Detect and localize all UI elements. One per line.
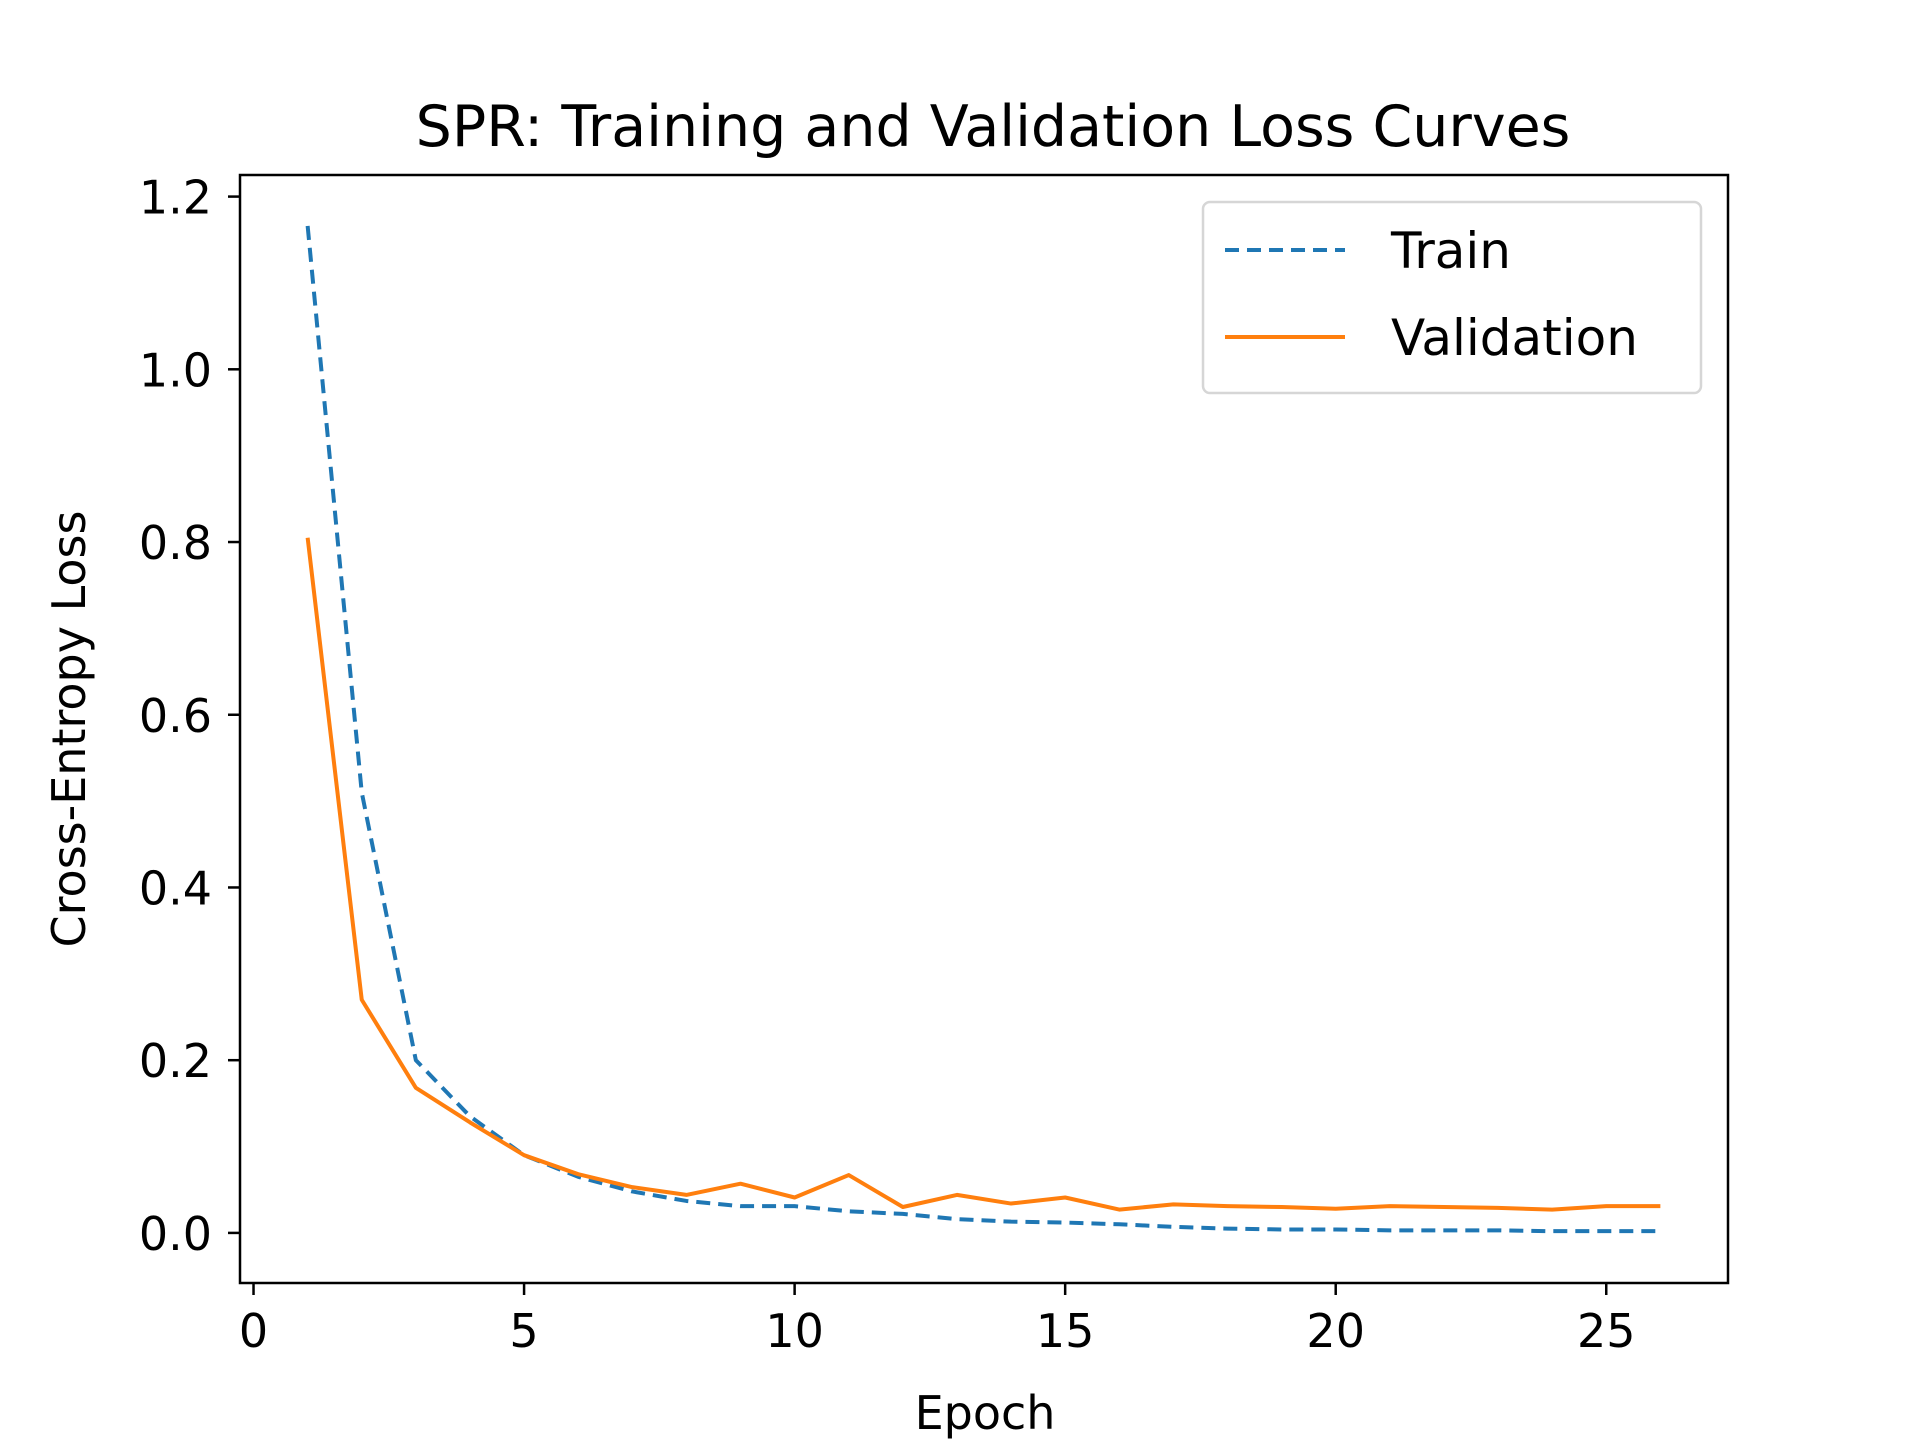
y-tick-label: 0.4: [139, 861, 212, 915]
legend-validation-label: Validation: [1391, 309, 1638, 367]
x-tick-label: 10: [765, 1304, 824, 1358]
x-tick-label: 15: [1036, 1304, 1095, 1358]
y-tick-label: 0.0: [139, 1207, 212, 1261]
y-axis-ticks: 0.0 0.2 0.4 0.6 0.8 1.0 1.2: [139, 171, 240, 1261]
y-tick-label: 0.8: [139, 516, 212, 570]
y-tick-label: 1.0: [139, 343, 212, 397]
x-tick-label: 5: [509, 1304, 538, 1358]
series-line-validation: [305, 537, 1661, 1212]
legend: Train Validation: [1201, 200, 1703, 395]
x-tick-label: 20: [1306, 1304, 1365, 1358]
x-axis-ticks: 0 5 10 15 20 25: [239, 1283, 1636, 1358]
y-axis-label: Cross-Entropy Loss: [42, 511, 96, 948]
y-tick-label: 0.2: [139, 1034, 212, 1088]
legend-box: [1201, 200, 1703, 395]
y-tick-label: 0.6: [139, 689, 212, 743]
legend-train-label: Train: [1390, 222, 1511, 280]
plot-area-frame: [238, 173, 1730, 1285]
y-tick-label: 1.2: [139, 171, 212, 225]
x-axis-label: Epoch: [915, 1386, 1056, 1440]
series-lines: [305, 225, 1661, 1234]
chart-title: SPR: Training and Validation Loss Curves: [416, 94, 1571, 160]
x-tick-label: 0: [239, 1304, 268, 1358]
x-tick-label: 25: [1577, 1304, 1636, 1358]
